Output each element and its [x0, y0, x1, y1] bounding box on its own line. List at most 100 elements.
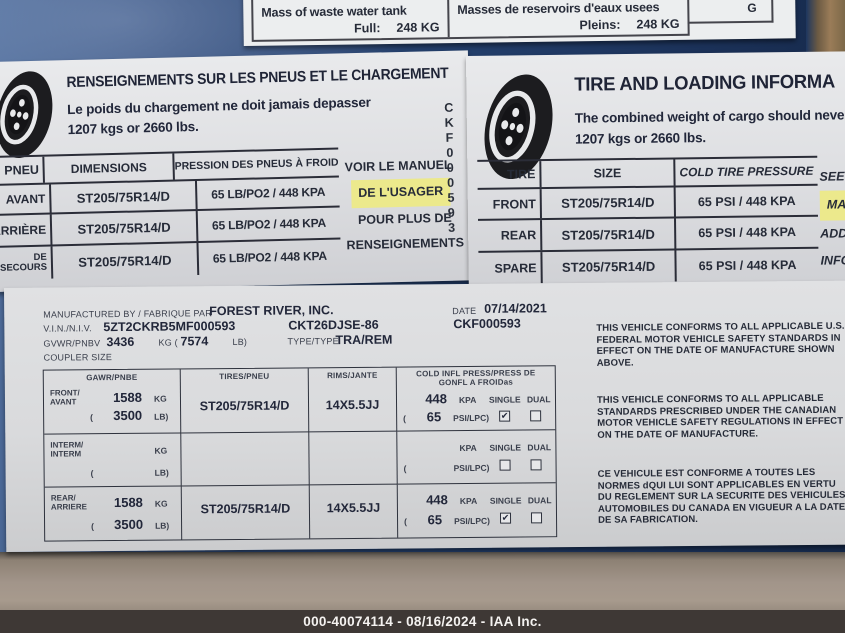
table-header-row: TIRE SIZE COLD TIRE PRESSURE: [477, 155, 818, 190]
mfg-label: MANUFACTURED BY / FABRIQUE PAR: [43, 308, 212, 320]
waste-fr-title: Masses de reservoirs d'eaux usees: [457, 0, 660, 18]
fr-col-tire: PNEU: [0, 156, 46, 184]
note-line: SEE O: [819, 169, 845, 184]
gawr-kg: 1588: [112, 389, 143, 406]
col-gawr: GAWR/PNBE: [86, 372, 138, 383]
kg-unit: KG: [153, 393, 167, 404]
rims-cell-front: RIMS/JANTE 14X5.5JJ: [308, 367, 398, 433]
tires-value: [181, 448, 308, 449]
fr-label-title: RENSEIGNEMENTS SUR LES PNEUS ET LE CHARG…: [66, 64, 449, 92]
table-row: FRONT ST205/75R14/D 65 PSI / 448 KPA: [477, 185, 818, 221]
type-label: TYPE/TYPE: [287, 336, 339, 347]
en-col-size: SIZE: [541, 159, 676, 188]
gvwr-kg-unit: KG (: [158, 337, 178, 348]
table-row: SPARE ST205/75R14/D 65 PSI / 448 KPA: [478, 249, 818, 284]
gawr-cell-rear: REAR/ ARRIERE 1588 KG ( 3500 LB): [44, 486, 183, 541]
en-owner-manual-note: SEE O MANUA ADDITI INFORMA: [819, 163, 845, 275]
paren: (: [404, 516, 407, 527]
model-value: CKT26DJSE-86: [288, 317, 379, 333]
rims-cell-rear: 14X5.5JJ: [309, 484, 399, 539]
gawr-cell-interm: INTERM/ INTERM KG ( LB): [44, 433, 182, 488]
row-tire: FRONT: [477, 189, 542, 219]
psi-value: 65: [427, 512, 443, 528]
fr-label-subtitle-1: Le poids du chargement ne doit jamais de…: [67, 94, 371, 118]
french-tire-label: RENSEIGNEMENTS SUR LES PNEUS ET LE CHARG…: [0, 50, 474, 292]
psi-value: 65: [426, 409, 442, 425]
row-size: ST205/75R14/D: [51, 180, 198, 213]
fr-col-size: DIMENSIONS: [44, 153, 175, 183]
single-label: SINGLE: [488, 394, 521, 405]
note-line: INFORMA: [820, 252, 845, 268]
kpa-unit: KPA: [459, 442, 477, 454]
pressure-cell-interm: KPA SINGLE DUAL ( PSI/LPC): [397, 430, 556, 485]
row-tire: DE SECOURS: [0, 246, 54, 280]
single-label: SINGLE: [489, 495, 522, 506]
waste-en-title: Mass of waste water tank: [261, 3, 407, 20]
row-tire: SPARE: [478, 252, 543, 284]
waste-fr-cell: Masses de reservoirs d'eaux usees Pleins…: [449, 0, 688, 37]
serial-value: CKF000593: [453, 316, 521, 332]
row-pressure: 65 PSI / 448 KPA: [697, 193, 796, 209]
single-checkbox: ✔: [499, 512, 512, 524]
row-size: ST205/75R14/D: [52, 242, 200, 279]
gvwr-lb-value: 7574: [180, 334, 209, 349]
en-tire-table: TIRE SIZE COLD TIRE PRESSURE FRONT ST205…: [477, 155, 819, 284]
row-size: ST205/75R14/D: [542, 250, 677, 284]
compliance-paragraph-us: THIS VEHICLE CONFORMS TO ALL APPLICABLE …: [596, 320, 845, 369]
single-checkbox: ✔: [499, 410, 511, 422]
single-checkbox: [499, 459, 511, 471]
certification-label: MANUFACTURED BY / FABRIQUE PAR FOREST RI…: [4, 280, 845, 552]
gvwr-lb-unit: LB): [232, 336, 248, 348]
waste-en-cell: Mass of waste water tank Full: 248 KG: [252, 0, 450, 40]
paren: (: [403, 413, 407, 424]
pressure-cell-front: COLD INFL PRESS/PRESS DE GONFL A FROIDas…: [396, 366, 556, 432]
note-line-highlighted: DE L'USAGER: [350, 177, 451, 209]
dual-checkbox: [530, 512, 543, 524]
kpa-value: 448: [425, 391, 448, 407]
row-size: ST205/75R14/D: [541, 187, 676, 219]
gvwr-kg-value: 3436: [106, 334, 135, 350]
fr-label-subtitle-2: 1207 kgs or 2660 lbs.: [67, 118, 199, 138]
row-pressure: 65 LB/PO2 / 448 KPA: [211, 215, 327, 233]
fr-col-pressure: PRESSION DES PNEUS À FROID: [174, 156, 339, 173]
row-tire: AVANT: [0, 184, 52, 214]
tires-cell-rear: ST205/75R14/D: [181, 485, 311, 540]
row-pressure: 65 PSI / 448 KPA: [698, 257, 797, 273]
gawr-cell-front: GAWR/PNBE FRONT/ AVANT 1588 KG ( 3500 LB…: [43, 369, 182, 435]
psi-unit: PSI/LPC): [453, 412, 490, 424]
en-label-subtitle-1: The combined weight of cargo should neve…: [574, 107, 845, 126]
row-pressure: 65 LB/PO2 / 448 KPA: [212, 248, 328, 266]
axle-label: ARRIERE: [50, 502, 87, 512]
waste-fr-value: 248 KG: [636, 16, 680, 32]
en-label-title: TIRE AND LOADING INFORMA: [574, 71, 836, 96]
lb-unit: LB): [154, 411, 169, 422]
dual-label: DUAL: [526, 394, 551, 405]
row-pressure: 65 LB/PO2 / 448 KPA: [211, 184, 326, 202]
compliance-statements: THIS VEHICLE CONFORMS TO ALL APPLICABLE …: [596, 281, 845, 547]
paren: (: [90, 412, 94, 423]
paren: (: [91, 521, 94, 532]
lb-unit: LB): [155, 520, 170, 531]
rims-value: [309, 448, 396, 449]
vin-label: V.I.N./N.I.V.: [43, 323, 92, 334]
gawr-kg: 1588: [113, 494, 143, 511]
compliance-paragraph-french: CE VEHICULE EST CONFORME A TOUTES LES NO…: [597, 466, 845, 527]
waste-fr-field: Pleins:: [579, 17, 621, 33]
tires-value: ST205/75R14/D: [199, 398, 290, 414]
gawr-table: GAWR/PNBE FRONT/ AVANT 1588 KG ( 3500 LB…: [42, 365, 558, 542]
table-row: REAR ST205/75R14/D 65 PSI / 448 KPA: [478, 216, 819, 253]
axle-label: AVANT: [49, 397, 77, 407]
paren: (: [90, 468, 94, 479]
col-pressure-2: GONFL A FROIDas: [438, 377, 514, 388]
col-rims: RIMS/JANTE: [327, 370, 378, 381]
rims-value: 14X5.5JJ: [325, 397, 380, 413]
row-pressure: 65 PSI / 448 KPA: [698, 224, 797, 241]
paren: (: [403, 463, 407, 474]
waste-en-value: 248 KG: [396, 20, 440, 35]
date-label: DATE: [452, 305, 477, 317]
vertical-serial-code: CKF000593: [444, 100, 456, 235]
date-value: 07/14/2021: [484, 301, 547, 316]
axle-label: FRONT/: [49, 388, 80, 398]
kpa-value: 448: [426, 492, 448, 508]
